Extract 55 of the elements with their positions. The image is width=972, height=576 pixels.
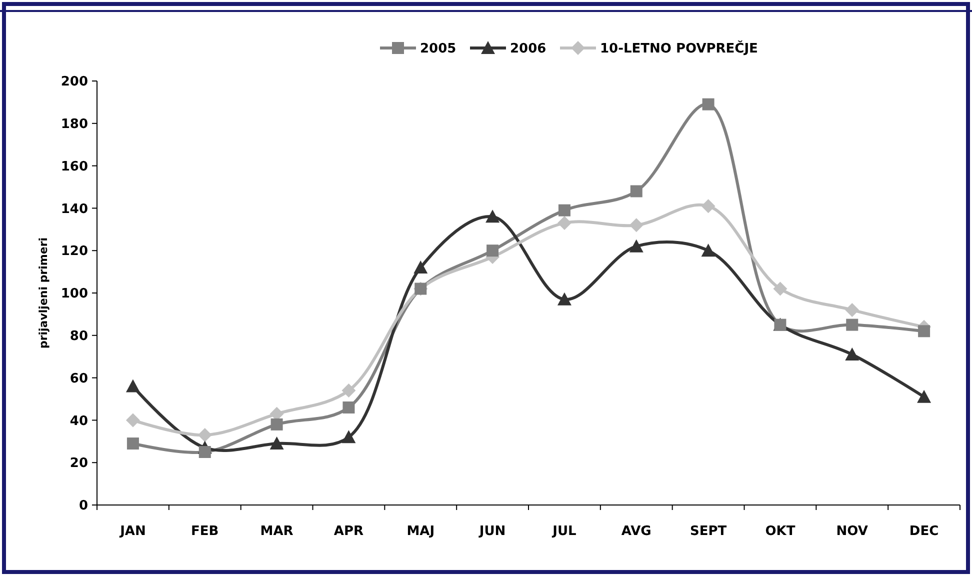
x-tick-label: JUL: [552, 524, 576, 539]
x-tick-label: NOV: [836, 524, 868, 539]
point: [126, 379, 140, 392]
point: [846, 318, 858, 331]
point: [630, 185, 642, 198]
x-tick-label: JUN: [478, 524, 506, 539]
point: [342, 430, 356, 444]
point: [198, 428, 212, 442]
y-axis-title: prijavljeni primeri: [37, 237, 50, 349]
point: [198, 446, 211, 458]
y-tick-label: 120: [60, 244, 88, 260]
point: [270, 418, 283, 430]
point: [557, 216, 572, 230]
point: [917, 390, 932, 403]
y-tick-label: 180: [60, 116, 88, 132]
x-tick-label: SEPT: [690, 524, 727, 539]
point: [701, 244, 716, 257]
x-tick-label: AVG: [621, 524, 652, 539]
y-tick-label: 200: [60, 74, 88, 90]
y-tick-label: 0: [78, 498, 88, 514]
point: [558, 204, 570, 216]
point: [126, 438, 139, 450]
x-tick-label: MAJ: [406, 524, 435, 539]
legend-label: 2006: [510, 42, 546, 57]
x-tick-label: JAN: [119, 524, 146, 539]
x-tick-label: APR: [334, 524, 364, 539]
point: [845, 302, 860, 317]
point: [918, 325, 930, 338]
point: [701, 199, 716, 214]
point: [486, 210, 500, 223]
point: [557, 292, 572, 306]
point: [773, 282, 788, 296]
point: [342, 384, 356, 398]
point: [629, 218, 644, 232]
y-tick-label: 160: [60, 159, 88, 174]
legend-label: 2005: [420, 42, 456, 57]
point: [342, 401, 355, 414]
point: [702, 98, 714, 110]
point: [845, 347, 860, 360]
y-tick-label: 40: [70, 414, 88, 429]
x-tick-label: OKT: [765, 524, 796, 539]
x-tick-label: MAR: [260, 524, 294, 539]
point: [126, 413, 140, 428]
y-tick-label: 20: [70, 456, 88, 472]
y-tick-label: 100: [60, 286, 88, 302]
point: [414, 260, 428, 274]
y-tick-label: 80: [70, 328, 88, 344]
y-tick-label: 60: [70, 371, 88, 386]
y-tick-label: 140: [60, 202, 88, 217]
point: [629, 239, 644, 252]
x-tick-label: DEC: [909, 524, 939, 539]
point: [270, 436, 284, 450]
point: [486, 244, 499, 257]
legend-label: 10-LETNO POVPREČJE: [600, 40, 758, 57]
x-tick-label: FEB: [191, 524, 219, 539]
